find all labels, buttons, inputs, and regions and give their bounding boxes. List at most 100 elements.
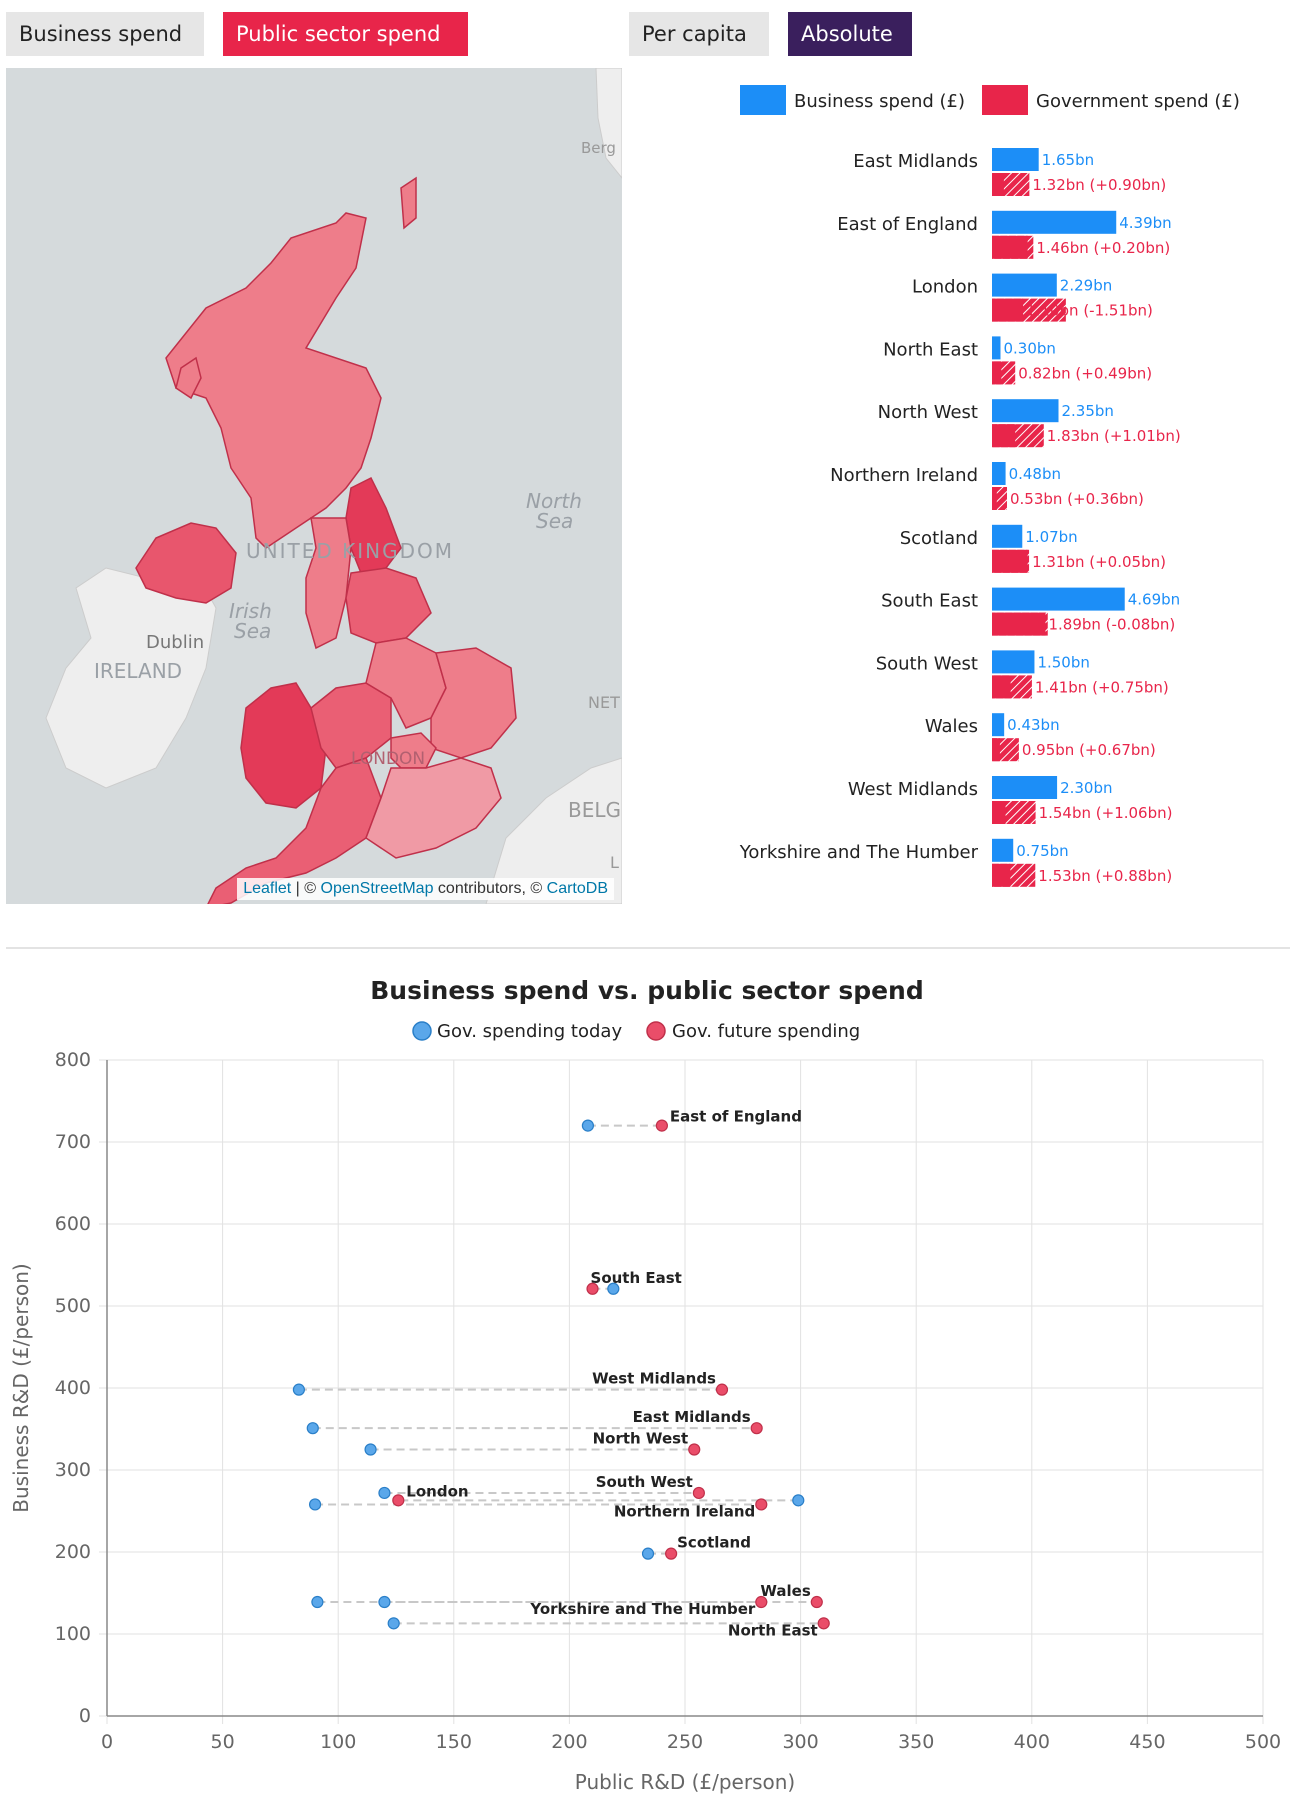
government-bar	[992, 675, 1011, 699]
attribution-mid: contributors, ©	[433, 880, 547, 897]
x-tick-label: 200	[551, 1731, 587, 1753]
point-today	[607, 1282, 620, 1295]
map-label-north-sea-1: North	[526, 489, 582, 513]
bar-category-label: London	[912, 277, 978, 298]
point-future	[665, 1547, 678, 1560]
bar-category-label: Wales	[925, 716, 978, 737]
map-label-country: UNITED KINGDOM	[246, 539, 454, 563]
map-label-l: L	[610, 853, 619, 872]
scatter-title: Business spend vs. public sector spend	[370, 976, 924, 1005]
business-bar-label: 4.39bn	[1119, 214, 1171, 232]
bar-category-label: North East	[883, 339, 978, 360]
bar-category-label: South East	[881, 591, 978, 612]
point-future	[586, 1282, 599, 1295]
bar-category-label: Scotland	[900, 528, 978, 549]
leaflet-link[interactable]: Leaflet	[243, 880, 292, 897]
business-bar	[992, 399, 1059, 423]
norway-land	[595, 68, 622, 179]
region-yorkshire[interactable]	[345, 567, 432, 644]
bar-category-label: South West	[876, 653, 978, 674]
government-bar	[992, 361, 1002, 385]
legend-marker-today	[412, 1021, 432, 1041]
point-future	[715, 1383, 729, 1396]
map-canvas: UNITED KINGDOM North Sea Irish Sea Dubli…	[45, 68, 622, 904]
x-axis-title: Public R&D (£/person)	[575, 1770, 795, 1794]
europe-land	[485, 757, 622, 904]
absolute-button[interactable]: Absolute	[788, 12, 912, 56]
ireland-land	[45, 562, 217, 789]
x-tick-label: 400	[1014, 1731, 1050, 1753]
point-future	[655, 1119, 668, 1132]
point-today	[311, 1595, 324, 1609]
y-tick-label: 200	[55, 1541, 91, 1563]
government-bar	[992, 235, 1028, 259]
x-tick-label: 250	[667, 1731, 703, 1753]
cartodb-link[interactable]: CartoDB	[546, 880, 608, 897]
business-bar-label: 0.75bn	[1016, 842, 1068, 860]
map-label-london: LONDON	[351, 749, 425, 769]
business-bar-label: 0.30bn	[1003, 339, 1055, 357]
legend-swatch-business	[740, 85, 786, 115]
x-tick-label: 500	[1245, 1731, 1281, 1753]
point-today	[308, 1498, 322, 1511]
business-bar-label: 0.48bn	[1009, 465, 1061, 483]
point-future	[755, 1595, 768, 1609]
government-bar	[992, 487, 997, 510]
region-north-west[interactable]	[305, 517, 352, 650]
point-today	[792, 1494, 805, 1507]
region-south-east[interactable]	[365, 757, 502, 859]
section-divider	[6, 947, 1290, 949]
government-bar	[992, 738, 1000, 762]
point-today	[292, 1383, 305, 1396]
point-today	[364, 1443, 377, 1456]
point-today	[641, 1547, 655, 1560]
government-bar-label: 0.95bn (+0.67bn)	[1022, 741, 1156, 759]
osm-link[interactable]: OpenStreetMap	[320, 880, 434, 897]
map-label-dublin: Dublin	[146, 632, 204, 653]
point-label: South West	[596, 1473, 693, 1491]
legend-label-government: Government spend (£)	[1036, 91, 1240, 112]
point-future	[688, 1443, 701, 1456]
government-bar-label: 0.53bn (+0.36bn)	[1010, 490, 1144, 508]
government-bar-label: 1.31bn (+0.05bn)	[1032, 553, 1166, 571]
government-bar	[992, 298, 1024, 322]
legend-swatch-government	[982, 85, 1028, 115]
business-bar	[992, 273, 1057, 297]
business-bar	[992, 462, 1006, 485]
region-east-of-england[interactable]	[430, 647, 517, 759]
uk-region-map[interactable]: UNITED KINGDOM North Sea Irish Sea Dubli…	[6, 68, 622, 904]
point-label: Scotland	[677, 1534, 751, 1552]
business-bar-label: 1.65bn	[1042, 151, 1094, 169]
region-wales[interactable]	[240, 682, 327, 809]
business-bar	[992, 336, 1001, 360]
business-vs-public-scatter: Business spend vs. public sector spend Go…	[9, 976, 1281, 1794]
attribution-sep: | ©	[291, 880, 321, 897]
government-bar-label: 1.53bn (+0.88bn)	[1038, 867, 1172, 885]
government-bar-label: 1.46bn (+0.20bn)	[1036, 239, 1170, 257]
point-label: Wales	[760, 1582, 810, 1600]
government-bar-label: 0.82bn (+0.49bn)	[1018, 364, 1152, 382]
point-label: West Midlands	[592, 1370, 716, 1388]
y-tick-label: 100	[55, 1623, 91, 1645]
government-bar-label: 1.10bn (-1.51bn)	[1026, 302, 1153, 320]
government-bar	[992, 424, 1016, 448]
per-capita-button[interactable]: Per capita	[629, 12, 769, 56]
point-future	[817, 1617, 830, 1630]
point-label: South East	[591, 1269, 682, 1287]
region-northern-ireland[interactable]	[135, 522, 237, 604]
business-spend-button[interactable]: Business spend	[6, 12, 204, 56]
x-tick-label: 350	[898, 1731, 934, 1753]
y-tick-label: 800	[55, 1049, 91, 1071]
bar-category-label: East of England	[837, 214, 978, 235]
government-bar	[992, 612, 1046, 636]
y-tick-label: 0	[79, 1705, 91, 1727]
point-label: London	[406, 1482, 468, 1500]
public-sector-spend-button[interactable]: Public sector spend	[223, 12, 468, 56]
region-scotland-islands[interactable]	[175, 176, 417, 400]
business-bar	[992, 776, 1058, 799]
region-scotland[interactable]	[165, 212, 382, 549]
legend-label-today: Gov. spending today	[437, 1021, 622, 1042]
business-bar	[992, 587, 1125, 611]
government-bar	[992, 863, 1011, 887]
business-bar-label: 2.30bn	[1060, 779, 1112, 797]
